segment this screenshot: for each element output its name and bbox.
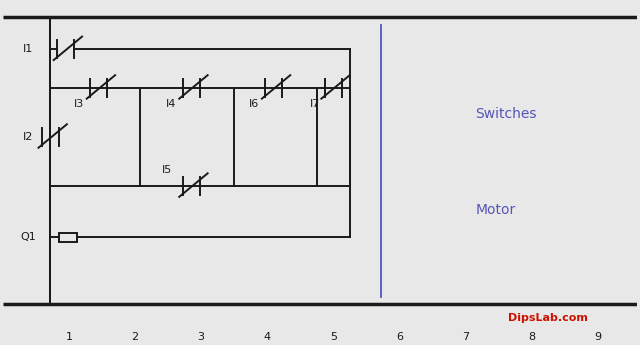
Text: I4: I4	[166, 99, 177, 109]
Text: I7: I7	[310, 99, 320, 109]
Text: I3: I3	[74, 99, 84, 109]
Bar	[59, 233, 77, 241]
Text: DipsLab.com: DipsLab.com	[508, 313, 588, 323]
Text: I1: I1	[23, 45, 33, 55]
Text: I6: I6	[249, 99, 259, 109]
Text: Motor: Motor	[476, 203, 516, 217]
Text: Switches: Switches	[476, 107, 537, 121]
Text: Q1: Q1	[20, 232, 36, 242]
Text: I2: I2	[22, 132, 33, 142]
Text: I5: I5	[161, 165, 172, 175]
